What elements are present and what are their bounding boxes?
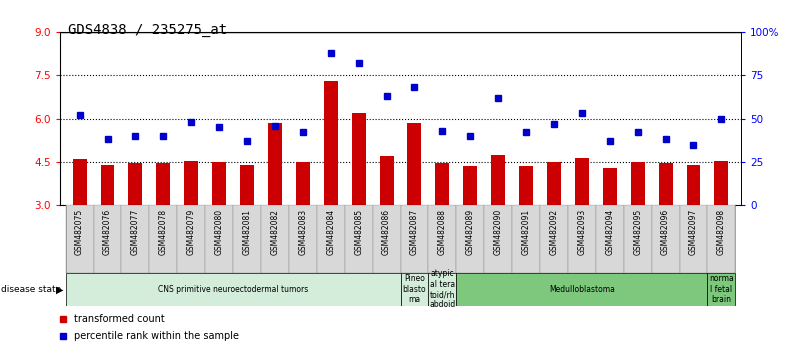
Text: Medulloblastoma: Medulloblastoma [549, 285, 615, 294]
Bar [630, 162, 645, 205]
Bar [429, 205, 457, 273]
Text: GSM482081: GSM482081 [243, 209, 252, 255]
Bar [73, 159, 87, 205]
Bar [296, 162, 310, 205]
Text: GSM482082: GSM482082 [271, 209, 280, 255]
Bar [429, 273, 457, 306]
Text: GSM482092: GSM482092 [549, 209, 558, 255]
Text: GSM482089: GSM482089 [465, 209, 475, 255]
Bar [491, 155, 505, 205]
Bar [289, 205, 316, 273]
Text: GSM482077: GSM482077 [131, 209, 140, 255]
Bar [400, 273, 429, 306]
Bar [316, 205, 344, 273]
Bar [122, 205, 149, 273]
Bar [233, 205, 261, 273]
Bar [128, 164, 143, 205]
Bar [94, 205, 122, 273]
Bar [652, 205, 679, 273]
Bar [352, 113, 365, 205]
Bar [596, 205, 624, 273]
Text: GSM482087: GSM482087 [410, 209, 419, 255]
Bar [177, 205, 205, 273]
Bar [457, 205, 485, 273]
Bar [156, 164, 171, 205]
Text: GDS4838 / 235275_at: GDS4838 / 235275_at [68, 23, 227, 37]
Bar [568, 205, 596, 273]
Text: Pineo
blasto
ma: Pineo blasto ma [403, 274, 426, 304]
Bar [714, 160, 728, 205]
Bar [575, 158, 589, 205]
Bar [624, 205, 652, 273]
Text: GSM482076: GSM482076 [103, 209, 112, 255]
Text: GSM482097: GSM482097 [689, 209, 698, 255]
Text: GSM482095: GSM482095 [633, 209, 642, 255]
Bar [540, 205, 568, 273]
Text: GSM482090: GSM482090 [493, 209, 503, 255]
Text: GSM482098: GSM482098 [717, 209, 726, 255]
Text: atypic
al tera
toid/rh
abdoid: atypic al tera toid/rh abdoid [429, 269, 456, 309]
Text: CNS primitive neuroectodermal tumors: CNS primitive neuroectodermal tumors [158, 285, 308, 294]
Text: norma
l fetal
brain: norma l fetal brain [709, 274, 734, 304]
Bar [400, 205, 429, 273]
Text: GSM482086: GSM482086 [382, 209, 391, 255]
Bar [658, 164, 673, 205]
Bar [707, 273, 735, 306]
Text: GSM482085: GSM482085 [354, 209, 363, 255]
Text: GSM482084: GSM482084 [326, 209, 336, 255]
Text: GSM482075: GSM482075 [75, 209, 84, 255]
Bar [149, 205, 177, 273]
Bar [101, 165, 115, 205]
Bar [512, 205, 540, 273]
Bar [261, 205, 289, 273]
Bar [457, 273, 707, 306]
Bar [686, 165, 700, 205]
Bar [547, 162, 561, 205]
Text: GSM482093: GSM482093 [578, 209, 586, 255]
Text: GSM482080: GSM482080 [215, 209, 223, 255]
Bar [324, 81, 338, 205]
Bar [212, 162, 226, 205]
Bar [66, 273, 400, 306]
Bar [603, 168, 617, 205]
Text: GSM482091: GSM482091 [521, 209, 530, 255]
Bar [485, 205, 512, 273]
Bar [436, 164, 449, 205]
Bar [372, 205, 400, 273]
Text: GSM482088: GSM482088 [438, 209, 447, 255]
Bar [344, 205, 372, 273]
Bar [463, 166, 477, 205]
Text: GSM482083: GSM482083 [298, 209, 308, 255]
Bar [184, 160, 198, 205]
Text: GSM482078: GSM482078 [159, 209, 168, 255]
Bar [380, 156, 393, 205]
Bar [707, 205, 735, 273]
Text: ▶: ▶ [56, 284, 63, 295]
Text: GSM482079: GSM482079 [187, 209, 195, 255]
Bar [240, 165, 254, 205]
Text: disease state: disease state [1, 285, 61, 294]
Bar [205, 205, 233, 273]
Bar [519, 166, 533, 205]
Bar [268, 123, 282, 205]
Text: transformed count: transformed count [74, 314, 164, 324]
Bar [66, 205, 94, 273]
Text: GSM482094: GSM482094 [606, 209, 614, 255]
Text: GSM482096: GSM482096 [661, 209, 670, 255]
Bar [679, 205, 707, 273]
Text: percentile rank within the sample: percentile rank within the sample [74, 331, 239, 341]
Bar [408, 123, 421, 205]
